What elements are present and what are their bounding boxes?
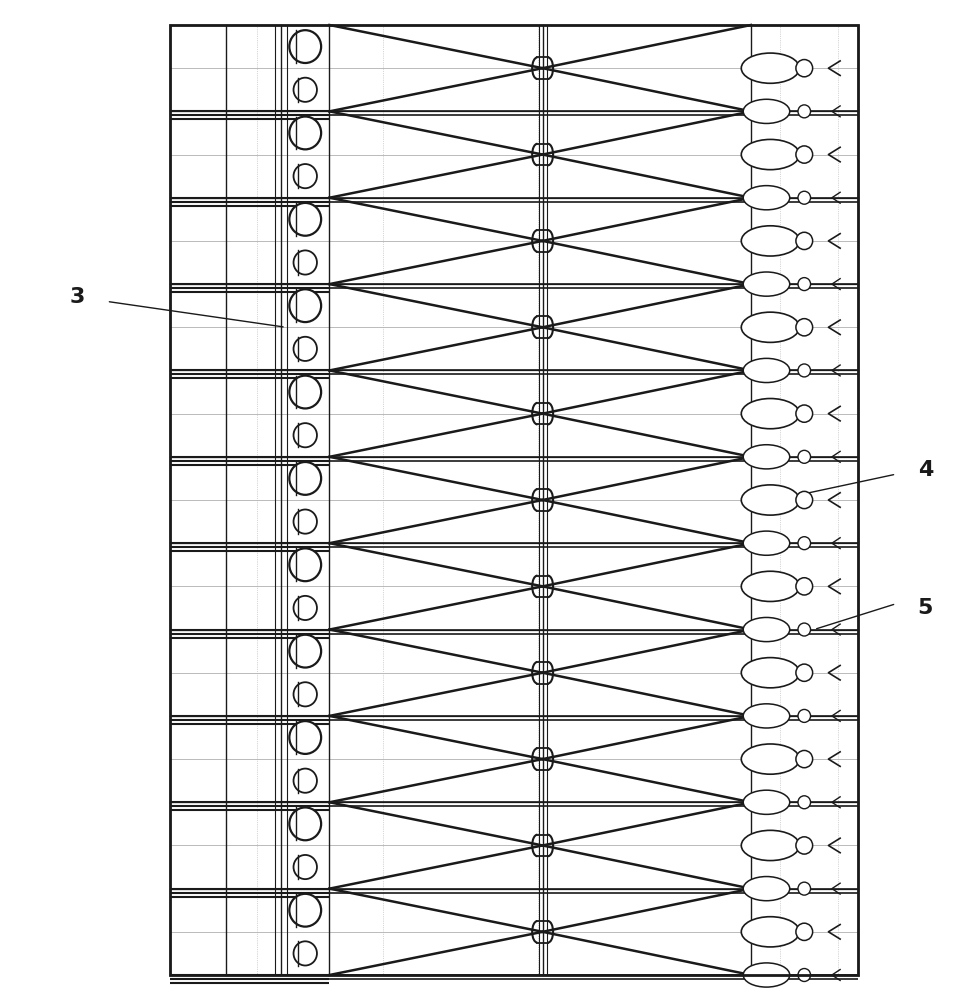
Circle shape <box>290 203 321 236</box>
Circle shape <box>798 450 810 463</box>
Ellipse shape <box>743 99 790 123</box>
Ellipse shape <box>743 790 790 814</box>
Circle shape <box>290 30 321 63</box>
Circle shape <box>798 882 810 895</box>
Circle shape <box>294 769 317 793</box>
Circle shape <box>798 709 810 722</box>
Ellipse shape <box>743 272 790 296</box>
Circle shape <box>798 796 810 809</box>
Circle shape <box>796 319 813 336</box>
Ellipse shape <box>743 704 790 728</box>
Text: 5: 5 <box>918 598 933 618</box>
Circle shape <box>290 548 321 581</box>
Ellipse shape <box>743 617 790 642</box>
Circle shape <box>294 682 317 706</box>
Circle shape <box>796 491 813 509</box>
Circle shape <box>798 537 810 550</box>
Circle shape <box>796 578 813 595</box>
Circle shape <box>290 462 321 495</box>
Ellipse shape <box>743 877 790 901</box>
Circle shape <box>796 750 813 768</box>
Circle shape <box>798 191 810 204</box>
Circle shape <box>290 289 321 322</box>
Circle shape <box>290 117 321 149</box>
Circle shape <box>796 837 813 854</box>
Bar <box>170 25 858 975</box>
Circle shape <box>796 60 813 77</box>
Circle shape <box>290 721 321 754</box>
Circle shape <box>294 596 317 620</box>
Ellipse shape <box>741 312 799 342</box>
Ellipse shape <box>743 358 790 383</box>
Circle shape <box>798 623 810 636</box>
Circle shape <box>796 664 813 681</box>
Circle shape <box>796 232 813 250</box>
Ellipse shape <box>741 485 799 515</box>
Ellipse shape <box>743 445 790 469</box>
Ellipse shape <box>741 53 799 83</box>
Circle shape <box>796 405 813 422</box>
Circle shape <box>294 855 317 879</box>
Circle shape <box>798 278 810 291</box>
Circle shape <box>294 250 317 275</box>
Ellipse shape <box>741 139 799 170</box>
Ellipse shape <box>741 658 799 688</box>
Ellipse shape <box>741 571 799 601</box>
Circle shape <box>798 105 810 118</box>
Circle shape <box>294 941 317 966</box>
Ellipse shape <box>743 186 790 210</box>
Circle shape <box>290 376 321 408</box>
Ellipse shape <box>741 917 799 947</box>
Circle shape <box>294 510 317 534</box>
Ellipse shape <box>743 531 790 555</box>
Circle shape <box>294 337 317 361</box>
Ellipse shape <box>741 830 799 861</box>
Circle shape <box>294 423 317 447</box>
Text: 3: 3 <box>70 287 85 307</box>
Ellipse shape <box>743 963 790 987</box>
Ellipse shape <box>741 399 799 429</box>
Circle shape <box>290 894 321 927</box>
Circle shape <box>796 923 813 940</box>
Circle shape <box>294 78 317 102</box>
Circle shape <box>294 164 317 188</box>
Text: 4: 4 <box>918 460 933 480</box>
Circle shape <box>290 635 321 668</box>
Ellipse shape <box>741 226 799 256</box>
Circle shape <box>798 969 810 981</box>
Circle shape <box>796 146 813 163</box>
Circle shape <box>290 807 321 840</box>
Ellipse shape <box>741 744 799 774</box>
Circle shape <box>798 364 810 377</box>
